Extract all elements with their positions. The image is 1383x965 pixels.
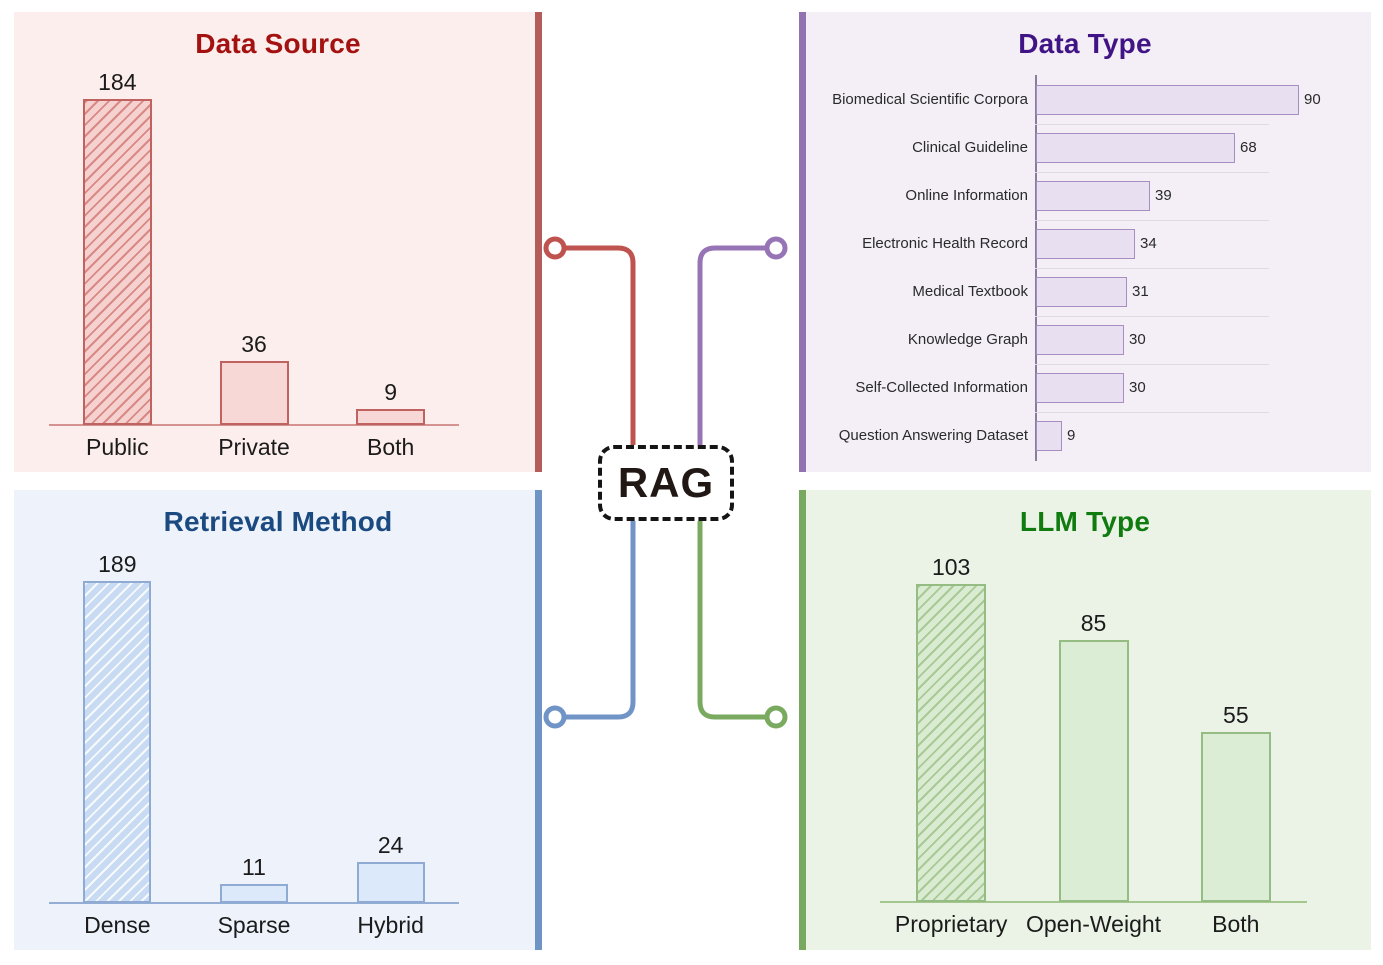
category-label-sparse: Sparse: [217, 912, 291, 938]
row-separator: [1035, 412, 1269, 413]
connector-endpoint-retrieval-method: [543, 705, 567, 729]
value-label-clinical-guideline: 68: [1240, 139, 1257, 156]
bar-open-weight: [1058, 640, 1129, 902]
bar-clinical-guideline: [1036, 133, 1235, 163]
llm-type-accent-strip: [799, 490, 806, 950]
value-label-sparse: 11: [242, 854, 266, 880]
bar-proprietary: [916, 584, 987, 902]
connector-data-source: [564, 245, 636, 446]
data-type-title: Data Type: [1018, 28, 1152, 59]
value-label-electronic-health-record: 34: [1140, 235, 1157, 252]
row-separator: [1035, 316, 1269, 317]
connector-retrieval-method: [564, 520, 636, 720]
category-label-electronic-health-record: Electronic Health Record: [862, 235, 1028, 252]
value-label-open-weight: 85: [1080, 610, 1107, 636]
x-axis-line: [49, 902, 459, 904]
row-separator: [1035, 268, 1269, 269]
retrieval-method-accent-strip: [535, 490, 542, 950]
category-label-medical-textbook: Medical Textbook: [912, 283, 1028, 300]
bar-both: [1200, 732, 1271, 902]
data-type-chart: Biomedical Scientific Corpora 90 Clinical …: [799, 12, 1371, 472]
value-label-knowledge-graph: 30: [1129, 331, 1146, 348]
category-label-both: Both: [366, 434, 415, 460]
value-label-public: 184: [98, 69, 137, 95]
connector-llm-type: [697, 520, 767, 720]
bar-knowledge-graph: [1036, 325, 1124, 355]
category-label-self-collected-information: Self-Collected Information: [855, 379, 1028, 396]
retrieval-method-chart: 189 Dense 11 Sparse 24 Hybrid: [14, 490, 542, 950]
connector-endpoint-data-type: [764, 236, 788, 260]
category-label-knowledge-graph: Knowledge Graph: [907, 331, 1028, 348]
row-separator: [1035, 124, 1269, 125]
connector-endpoint-llm-type: [764, 705, 788, 729]
bar-private: [219, 361, 289, 425]
panel-llm-type: LLM Type 103 Proprietary 85 Open-Weight 55 Bo…: [799, 490, 1371, 950]
retrieval-method-title: Retrieval Method: [163, 506, 393, 537]
panel-data-source: Data Source 184 Public 36 Private 9 Both: [14, 12, 542, 472]
x-axis-line: [880, 901, 1307, 903]
llm-type-title: LLM Type: [1019, 506, 1151, 537]
bar-question-answering-dataset: [1036, 421, 1062, 451]
bar-hybrid: [356, 862, 425, 903]
category-label-open-weight: Open-Weight: [1025, 911, 1162, 937]
row-separator: [1035, 220, 1269, 221]
connector-data-type: [697, 245, 767, 446]
value-label-online-information: 39: [1155, 187, 1172, 204]
bar-sparse: [220, 884, 288, 903]
data-type-accent-strip: [799, 12, 806, 472]
data-source-chart: 184 Public 36 Private 9 Both: [14, 12, 542, 472]
row-separator: [1035, 172, 1269, 173]
value-label-proprietary: 103: [931, 554, 971, 580]
category-label-clinical-guideline: Clinical Guideline: [912, 139, 1028, 156]
bar-online-information: [1036, 181, 1150, 211]
category-label-proprietary: Proprietary: [894, 911, 1008, 937]
panel-data-type: Data Type Biomedical Scientific Corpora 9…: [799, 12, 1371, 472]
value-label-biomedical-scientific-corpora: 90: [1304, 91, 1321, 108]
category-label-public: Public: [86, 434, 149, 460]
value-label-private: 36: [241, 331, 267, 357]
category-label-question-answering-dataset: Question Answering Dataset: [838, 427, 1028, 444]
bar-electronic-health-record: [1036, 229, 1135, 259]
rag-node: RAG: [598, 445, 734, 521]
value-label-hybrid: 24: [377, 832, 404, 858]
category-label-hybrid: Hybrid: [357, 912, 424, 938]
value-label-self-collected-information: 30: [1129, 379, 1146, 396]
category-label-both: Both: [1212, 911, 1260, 937]
value-label-medical-textbook: 31: [1132, 283, 1149, 300]
rag-label: RAG: [617, 459, 715, 506]
value-label-question-answering-dataset: 9: [1067, 427, 1076, 444]
row-separator: [1035, 364, 1269, 365]
connector-endpoint-data-source: [543, 236, 567, 260]
bar-both: [356, 409, 426, 425]
category-label-online-information: Online Information: [905, 187, 1028, 204]
category-label-biomedical-scientific-corpora: Biomedical Scientific Corpora: [832, 91, 1028, 108]
data-source-accent-strip: [535, 12, 542, 472]
bar-biomedical-scientific-corpora: [1036, 85, 1299, 115]
bar-medical-textbook: [1036, 277, 1127, 307]
x-axis-line: [49, 424, 459, 426]
panel-retrieval-method: Retrieval Method 189 Dense 11 Sparse 24 Hybri…: [14, 490, 542, 950]
value-label-both: 9: [384, 379, 398, 405]
value-label-both: 55: [1223, 702, 1249, 728]
bar-dense: [83, 581, 152, 903]
bar-public: [82, 99, 152, 425]
llm-type-chart: 103 Proprietary 85 Open-Weight 55 Both: [799, 490, 1371, 950]
bar-self-collected-information: [1036, 373, 1124, 403]
category-label-dense: Dense: [84, 912, 151, 938]
data-source-title: Data Source: [195, 28, 361, 59]
value-label-dense: 189: [98, 551, 137, 577]
category-label-private: Private: [218, 434, 290, 460]
